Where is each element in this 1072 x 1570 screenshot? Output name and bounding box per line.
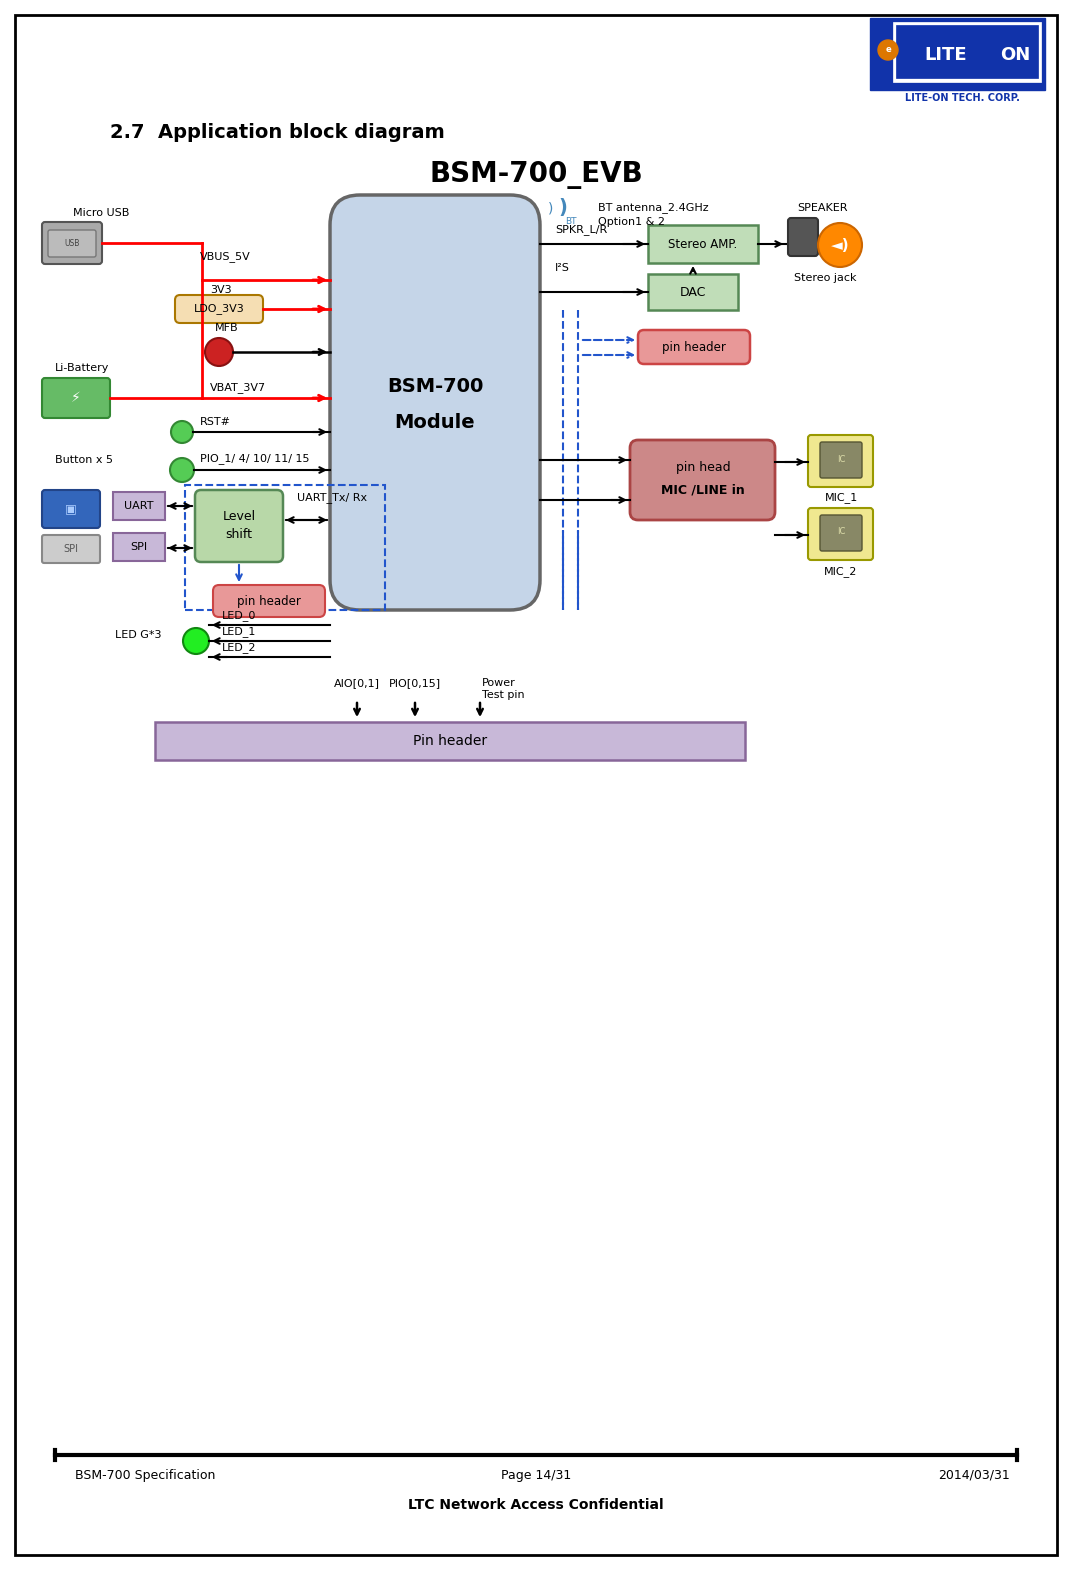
Text: IC: IC — [837, 528, 845, 537]
Bar — [647, 275, 738, 309]
Text: ): ) — [548, 201, 553, 215]
Text: BT antenna_2.4GHz: BT antenna_2.4GHz — [598, 203, 709, 214]
Text: 2014/03/31: 2014/03/31 — [938, 1468, 1010, 1482]
FancyBboxPatch shape — [820, 515, 862, 551]
Text: ON: ON — [1000, 46, 1030, 64]
Text: BSM-700 Specification: BSM-700 Specification — [75, 1468, 215, 1482]
Text: ⚡: ⚡ — [71, 391, 80, 405]
Text: MIC_1: MIC_1 — [824, 493, 858, 504]
Text: Micro USB: Micro USB — [73, 207, 130, 218]
Bar — [870, 17, 1045, 89]
Text: I²S: I²S — [555, 264, 570, 273]
FancyBboxPatch shape — [808, 509, 873, 560]
Text: LED_2: LED_2 — [222, 642, 256, 653]
Text: PIO_1/ 4/ 10/ 11/ 15: PIO_1/ 4/ 10/ 11/ 15 — [200, 454, 310, 465]
Bar — [893, 22, 1041, 82]
Text: ▣: ▣ — [65, 502, 77, 515]
FancyBboxPatch shape — [42, 490, 100, 528]
Circle shape — [818, 223, 862, 267]
Text: Module: Module — [394, 413, 475, 432]
Text: SPI: SPI — [131, 542, 148, 553]
Text: MFB: MFB — [215, 323, 239, 333]
Text: LDO_3V3: LDO_3V3 — [194, 303, 244, 314]
FancyBboxPatch shape — [808, 435, 873, 487]
Text: pin head: pin head — [675, 462, 730, 474]
FancyBboxPatch shape — [788, 218, 818, 256]
Bar — [647, 225, 758, 264]
Text: MIC_2: MIC_2 — [824, 567, 858, 578]
Text: LED_1: LED_1 — [222, 626, 256, 637]
Circle shape — [205, 338, 233, 366]
Text: UART: UART — [124, 501, 153, 510]
Bar — [185, 485, 385, 611]
Text: PIO[0,15]: PIO[0,15] — [389, 678, 441, 688]
Text: AIO[0,1]: AIO[0,1] — [334, 678, 379, 688]
Text: Stereo AMP.: Stereo AMP. — [668, 237, 738, 251]
Circle shape — [183, 628, 209, 655]
Text: Pin header: Pin header — [413, 735, 487, 747]
FancyBboxPatch shape — [42, 378, 110, 418]
Text: USB: USB — [64, 239, 79, 248]
Text: 2.7  Application block diagram: 2.7 Application block diagram — [110, 122, 445, 141]
FancyBboxPatch shape — [638, 330, 750, 364]
Text: RST#: RST# — [200, 418, 230, 427]
FancyBboxPatch shape — [195, 490, 283, 562]
Text: VBAT_3V7: VBAT_3V7 — [210, 383, 266, 394]
FancyBboxPatch shape — [42, 535, 100, 564]
Bar — [155, 722, 745, 760]
Text: LED G*3: LED G*3 — [115, 630, 162, 641]
Text: Stereo jack: Stereo jack — [793, 273, 857, 283]
Text: Option1 & 2: Option1 & 2 — [598, 217, 665, 228]
Text: ◄): ◄) — [831, 237, 849, 253]
Text: shift: shift — [225, 529, 253, 542]
Text: pin header: pin header — [237, 595, 301, 608]
Text: LITE-ON TECH. CORP.: LITE-ON TECH. CORP. — [905, 93, 1019, 104]
Text: ): ) — [559, 198, 567, 218]
Circle shape — [172, 421, 193, 443]
Text: DAC: DAC — [680, 286, 706, 298]
Text: pin header: pin header — [662, 341, 726, 353]
Text: MIC /LINE in: MIC /LINE in — [661, 484, 745, 496]
Circle shape — [878, 39, 898, 60]
Text: Test pin: Test pin — [482, 689, 524, 700]
Text: LTC Network Access Confidential: LTC Network Access Confidential — [408, 1498, 664, 1512]
Text: IC: IC — [837, 455, 845, 465]
Text: UART_Tx/ Rx: UART_Tx/ Rx — [297, 493, 367, 504]
FancyBboxPatch shape — [48, 229, 96, 257]
Bar — [113, 491, 165, 520]
Text: 3V3: 3V3 — [210, 286, 232, 295]
Text: LITE: LITE — [924, 46, 967, 64]
FancyBboxPatch shape — [820, 443, 862, 477]
Bar — [896, 25, 1038, 78]
Text: Li-Battery: Li-Battery — [55, 363, 109, 374]
Text: LED_0: LED_0 — [222, 611, 256, 622]
Text: BSM-700: BSM-700 — [387, 377, 483, 397]
Bar — [113, 532, 165, 560]
FancyBboxPatch shape — [175, 295, 263, 323]
Text: VBUS_5V: VBUS_5V — [200, 251, 251, 262]
Text: Button x 5: Button x 5 — [55, 455, 113, 465]
Text: SPEAKER: SPEAKER — [796, 203, 847, 214]
FancyBboxPatch shape — [213, 586, 325, 617]
Text: Level: Level — [222, 510, 255, 523]
Text: BT: BT — [565, 218, 577, 226]
Text: e: e — [885, 46, 891, 55]
Text: SPI: SPI — [63, 543, 78, 554]
FancyBboxPatch shape — [630, 440, 775, 520]
Text: BSM-700_EVB: BSM-700_EVB — [429, 162, 643, 188]
Circle shape — [170, 458, 194, 482]
Text: SPKR_L/R: SPKR_L/R — [555, 225, 607, 236]
FancyBboxPatch shape — [330, 195, 540, 611]
Text: Page 14/31: Page 14/31 — [501, 1468, 571, 1482]
FancyBboxPatch shape — [42, 221, 102, 264]
Text: Power: Power — [482, 678, 516, 688]
